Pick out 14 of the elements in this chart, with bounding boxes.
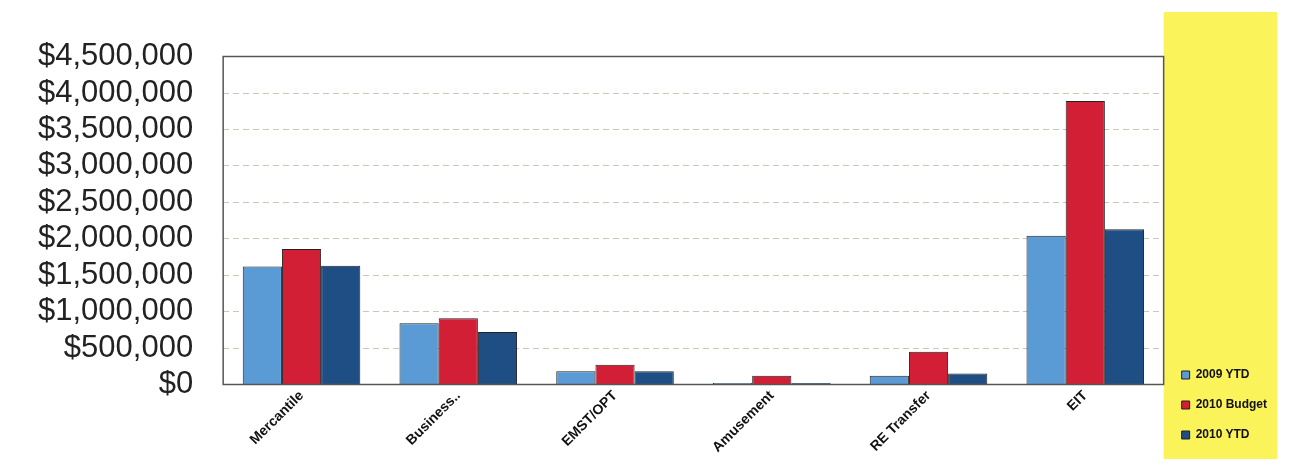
y-tick-label: $2,000,000 [38, 219, 194, 255]
y-tick-label: $1,000,000 [38, 292, 194, 328]
legend-label: 2010 Budget [1195, 397, 1267, 412]
y-tick-label: $3,000,000 [38, 146, 194, 182]
y-tick-label: $4,500,000 [38, 37, 194, 73]
y-tick-label: $2,500,000 [38, 182, 194, 218]
y-tick-label: $1,500,000 [38, 255, 194, 291]
y-tick-label: $500,000 [63, 328, 194, 364]
legend-label: 2009 YTD [1195, 367, 1250, 382]
y-tick-label: $0 [158, 365, 194, 401]
y-tick-label: $3,500,000 [38, 110, 194, 145]
legend-label: 2010 YTD [1195, 427, 1250, 442]
x-tick-label: EIT [1063, 386, 1091, 414]
y-tick-label: $4,000,000 [38, 73, 194, 109]
